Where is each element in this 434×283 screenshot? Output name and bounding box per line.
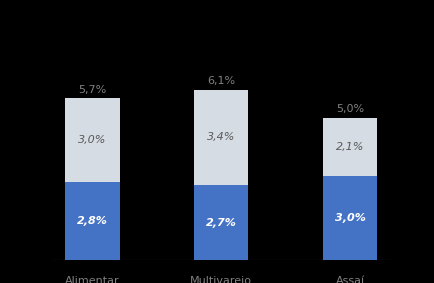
Text: Assaí: Assaí [335,276,365,283]
Bar [323,118,377,176]
Text: Multivarejo: Multivarejo [191,276,252,283]
Text: 3,0%: 3,0% [79,135,107,145]
Text: 2,1%: 2,1% [336,142,364,152]
Text: Alimentar: Alimentar [65,276,120,283]
Text: 2,8%: 2,8% [77,216,108,226]
Text: 5,7%: 5,7% [79,85,107,95]
Text: 5,0%: 5,0% [336,104,364,114]
Text: 3,4%: 3,4% [207,132,236,142]
Text: 3,0%: 3,0% [335,213,365,223]
Text: 2,7%: 2,7% [206,218,237,228]
Bar [194,90,248,185]
Text: 6,1%: 6,1% [207,76,235,86]
Bar [194,185,248,260]
Bar [323,176,377,260]
Bar [66,98,120,182]
Bar [66,182,120,260]
